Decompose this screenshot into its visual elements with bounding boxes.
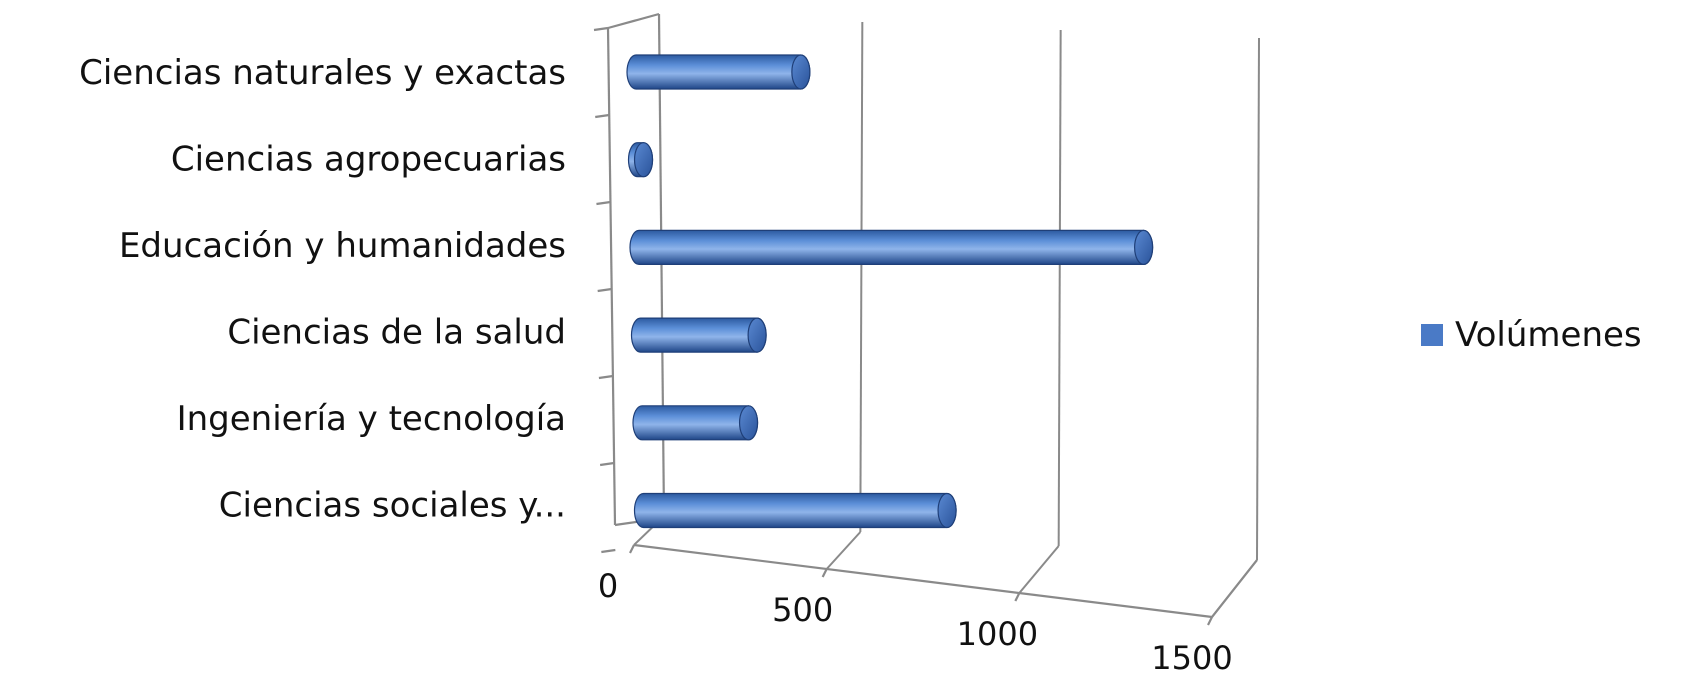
bar-body (633, 492, 957, 529)
bar (629, 229, 1154, 265)
floor-gridline (1018, 545, 1060, 594)
bar-body (626, 54, 811, 90)
y-tick-mark (596, 200, 611, 206)
y-tick-mark (598, 374, 614, 380)
floor-right-edge (1211, 559, 1258, 618)
bar-body (632, 405, 759, 441)
bar (627, 142, 654, 178)
gridline (1057, 29, 1062, 547)
category-label: Educación y humanidades (119, 226, 566, 266)
category-label: Ciencias de la salud (227, 313, 566, 353)
bar (630, 317, 767, 353)
x-tick-label: 500 (772, 591, 833, 629)
legend: Volúmenes (1421, 315, 1642, 355)
bar-body (629, 229, 1154, 265)
category-labels: Ciencias naturales y exactas Ciencias agr… (79, 53, 566, 526)
y-tick-mark (601, 548, 616, 554)
category-label: Ciencias agropecuarias (171, 140, 566, 180)
bar-end-cap (937, 492, 957, 529)
category-label: Ciencias naturales y exactas (79, 53, 566, 93)
x-tick-labels: 0 500 1000 1500 (598, 567, 1233, 676)
bar-end-cap (1134, 229, 1154, 265)
x-tick-mark (629, 544, 635, 554)
wall-top-edge (607, 12, 660, 30)
y-tick-mark (599, 461, 615, 467)
bar (632, 405, 759, 441)
x-axis-line (633, 543, 1213, 619)
category-label: Ciencias sociales y... (219, 486, 566, 526)
bar-body (630, 317, 767, 353)
category-label: Ingeniería y tecnología (177, 399, 566, 439)
bar-end-cap (633, 142, 654, 178)
floor-gridline (825, 531, 862, 570)
x-tick-mark (1014, 592, 1021, 602)
bars (626, 54, 1154, 529)
bar (633, 492, 957, 529)
y-tick-mark (597, 287, 612, 293)
x-tick-label: 1000 (957, 615, 1038, 653)
grid-lines (633, 21, 1260, 618)
x-tick-label: 0 (598, 567, 618, 605)
bar-end-cap (747, 317, 767, 353)
y-tick-mark (595, 113, 610, 119)
legend-label: Volúmenes (1455, 315, 1642, 355)
x-tick-label: 1500 (1151, 639, 1232, 676)
x-tick-mark (821, 568, 828, 578)
legend-swatch (1421, 324, 1443, 346)
y-tick-mark (593, 26, 609, 32)
gridline (859, 21, 864, 533)
y-axis-line (606, 27, 617, 526)
bar-end-cap (738, 405, 759, 441)
bar-end-cap (791, 54, 811, 90)
bar (626, 54, 811, 90)
x-tick-mark (1207, 616, 1213, 626)
gridline (1256, 37, 1260, 561)
